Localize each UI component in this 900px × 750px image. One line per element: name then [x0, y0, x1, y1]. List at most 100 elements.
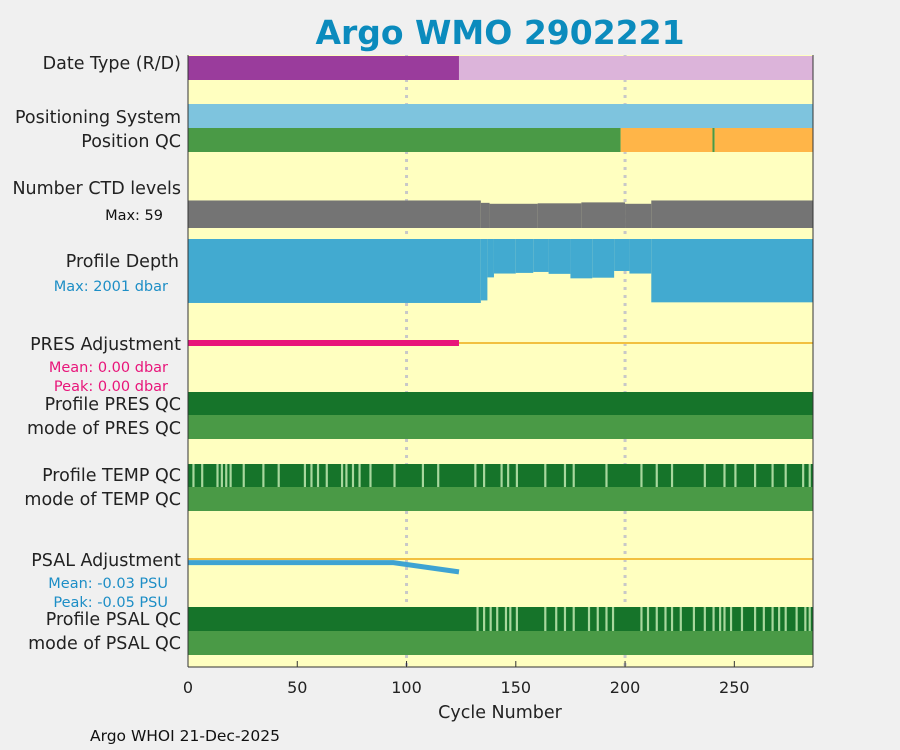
- profile-temp-qc-b-10: [310, 464, 313, 487]
- profile-psal-qc-b-31: [778, 607, 781, 631]
- label-pres-mean: Mean: 0.00 dbar: [49, 360, 168, 376]
- profile-psal-qc-b-16: [646, 607, 650, 631]
- x-tick-label-200: 200: [610, 678, 641, 697]
- position-qc-segment-1: [620, 128, 713, 152]
- profile-temp-qc-b-38: [784, 464, 787, 487]
- vertical-gridlines: [405, 55, 627, 667]
- footer-credit: Argo WHOI 21-Dec-2025: [90, 727, 280, 745]
- label-pres-peak: Peak: 0.00 dbar: [54, 379, 168, 395]
- position-qc-segment-0: [188, 128, 621, 152]
- profile-psal-qc-b-27: [740, 607, 744, 631]
- x-tick-label-150: 150: [501, 678, 532, 697]
- profile-psal-qc-b-1: [483, 607, 486, 631]
- profile-temp-qc-b-4: [225, 464, 228, 487]
- profile-psal-qc-b-34: [804, 607, 807, 631]
- label-depth-max: Max: 2001 dbar: [54, 279, 168, 295]
- profile-depth-bar-11: [651, 239, 813, 303]
- label-date-type: Date Type (R/D): [43, 54, 181, 74]
- label-psal-mean: Mean: -0.03 PSU: [48, 576, 168, 592]
- profile-temp-qc-b-7: [262, 464, 265, 487]
- label-profile-pres-qc: Profile PRES QC: [45, 395, 181, 415]
- label-pres-adjustment: PRES Adjustment: [30, 335, 181, 355]
- x-axis-label: Cycle Number: [438, 703, 562, 723]
- label-psal-adjustment: PSAL Adjustment: [31, 551, 181, 571]
- profile-temp-qc-b-2: [216, 464, 219, 487]
- profile-depth-bar-3: [493, 239, 516, 274]
- profile-psal-qc-b-29: [762, 607, 765, 631]
- profile-temp-qc-b-35: [734, 464, 737, 487]
- profile-psal-qc-b-4: [504, 607, 508, 631]
- profile-psal-qc-band: [188, 607, 813, 631]
- profile-temp-qc-b-34: [723, 464, 726, 487]
- profile-depth-bar-2: [487, 239, 494, 278]
- profile-psal-qc-b-8: [555, 607, 558, 631]
- profile-temp-qc-b-16: [358, 464, 361, 487]
- profile-psal-qc-b-22: [703, 607, 706, 631]
- profile-psal-qc-b-12: [596, 607, 599, 631]
- profile-psal-qc-b-13: [605, 607, 608, 631]
- profile-temp-qc-b-23: [500, 464, 503, 487]
- label-positioning-system: Positioning System: [15, 108, 181, 128]
- profile-temp-qc-b-17: [369, 464, 372, 487]
- profile-psal-qc-b-18: [664, 607, 667, 631]
- profile-temp-qc-b-14: [345, 464, 348, 487]
- profile-temp-qc-b-9: [303, 464, 307, 487]
- profile-temp-qc-b-37: [771, 464, 774, 487]
- profile-temp-qc-b-39: [802, 464, 805, 487]
- label-profile-psal-qc: Profile PSAL QC: [46, 610, 181, 630]
- profile-psal-qc-b-26: [729, 607, 733, 631]
- profile-psal-qc-b-32: [784, 607, 787, 631]
- label-profile-depth: Profile Depth: [66, 252, 179, 272]
- position-qc-segment-3: [714, 128, 813, 152]
- profile-psal-qc-b-33: [795, 607, 798, 631]
- profile-temp-qc-b-22: [483, 464, 486, 487]
- mode-pres-qc-band: [188, 415, 813, 439]
- profile-depth-bar-7: [570, 239, 593, 279]
- profile-psal-qc-b-3: [496, 607, 499, 631]
- profile-psal-qc-b-15: [640, 607, 643, 631]
- date-type-segment-1: [458, 56, 813, 80]
- profile-temp-qc-b-31: [655, 464, 658, 487]
- x-tick-label-50: 50: [287, 678, 307, 697]
- profile-psal-qc-b-5: [509, 607, 512, 631]
- ctd-levels-bar-6: [651, 200, 813, 228]
- profile-temp-qc-b-28: [572, 464, 575, 487]
- label-ctd-levels: Number CTD levels: [12, 179, 181, 199]
- profile-temp-qc-b-33: [703, 464, 706, 487]
- profile-psal-qc-b-20: [679, 607, 682, 631]
- x-axis: 0 50 100 150 200 250: [183, 55, 814, 697]
- position-qc-segment-2: [712, 128, 715, 152]
- ctd-levels-bar-2: [489, 203, 538, 228]
- date-type-segment-0: [188, 56, 459, 80]
- ctd-levels-bar-1: [480, 202, 490, 228]
- profile-temp-qc-b-5: [229, 464, 232, 487]
- positioning-system-band: [188, 104, 813, 128]
- label-mode-temp-qc: mode of TEMP QC: [24, 490, 181, 510]
- profile-temp-qc-b-1: [201, 464, 204, 487]
- profile-temp-qc-b-21: [474, 464, 477, 487]
- profile-psal-qc-b-6: [515, 607, 518, 631]
- profile-psal-qc-b-25: [723, 607, 726, 631]
- profile-temp-qc-b-8: [277, 464, 280, 487]
- profile-depth-bar-6: [548, 239, 571, 274]
- label-ctd-max: Max: 59: [105, 208, 163, 224]
- profile-psal-qc-b-24: [719, 607, 722, 631]
- profile-temp-qc-b-29: [605, 464, 608, 487]
- profile-psal-qc-b-2: [489, 607, 492, 631]
- data-bands: [188, 56, 813, 655]
- profile-depth-bar-0: [188, 239, 481, 303]
- profile-temp-qc-b-15: [351, 464, 355, 487]
- profile-temp-qc-b-24: [507, 464, 510, 487]
- label-mode-psal-qc: mode of PSAL QC: [28, 634, 181, 654]
- profile-psal-qc-b-19: [670, 607, 674, 631]
- x-tick-label-0: 0: [183, 678, 193, 697]
- profile-temp-qc-b-25: [515, 464, 518, 487]
- profile-psal-qc-b-10: [572, 607, 575, 631]
- profile-temp-qc-b-30: [640, 464, 643, 487]
- profile-temp-qc-b-6: [242, 464, 245, 487]
- profile-psal-qc-b-0: [476, 607, 479, 631]
- profile-psal-qc-b-21: [692, 607, 695, 631]
- profile-temp-qc-b-26: [544, 464, 547, 487]
- mode-temp-qc-band: [188, 487, 813, 511]
